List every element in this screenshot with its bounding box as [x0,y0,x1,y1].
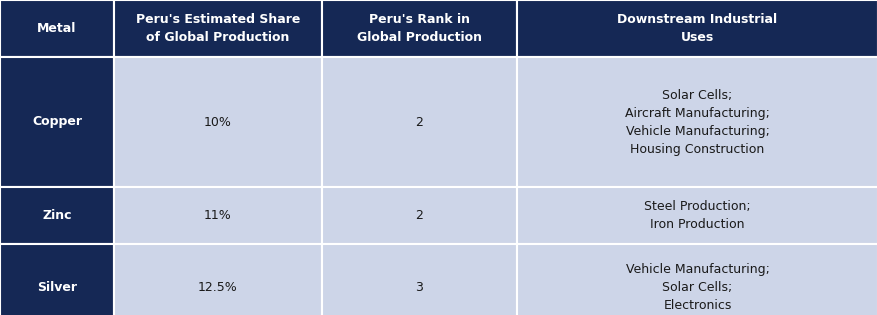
Bar [517,244,877,315]
Text: Steel Production;
Iron Production: Steel Production; Iron Production [644,200,750,231]
Text: 11%: 11% [203,209,232,222]
Text: Silver: Silver [37,281,77,294]
Bar [114,244,322,315]
Bar [517,187,877,244]
Text: Metal: Metal [37,22,76,35]
Text: 12.5%: 12.5% [198,281,238,294]
Text: Copper: Copper [32,116,82,129]
Bar [517,0,877,57]
Text: Zinc: Zinc [42,209,72,222]
Text: 2: 2 [415,209,423,222]
Bar [0,0,114,57]
Text: Peru's Estimated Share
of Global Production: Peru's Estimated Share of Global Product… [136,13,300,44]
Bar [322,57,517,187]
Text: 3: 3 [415,281,423,294]
Bar [0,187,114,244]
Bar [114,0,322,57]
Bar [517,57,877,187]
Bar [114,187,322,244]
Bar [322,244,517,315]
Bar [114,57,322,187]
Bar [322,187,517,244]
Text: Peru's Rank in
Global Production: Peru's Rank in Global Production [357,13,481,44]
Bar [0,244,114,315]
Text: Vehicle Manufacturing;
Solar Cells;
Electronics: Vehicle Manufacturing; Solar Cells; Elec… [624,263,768,312]
Text: 10%: 10% [203,116,232,129]
Bar [322,0,517,57]
Text: Downstream Industrial
Uses: Downstream Industrial Uses [617,13,777,44]
Text: 2: 2 [415,116,423,129]
Text: Solar Cells;
Aircraft Manufacturing;
Vehicle Manufacturing;
Housing Construction: Solar Cells; Aircraft Manufacturing; Veh… [624,89,769,156]
Bar [0,57,114,187]
